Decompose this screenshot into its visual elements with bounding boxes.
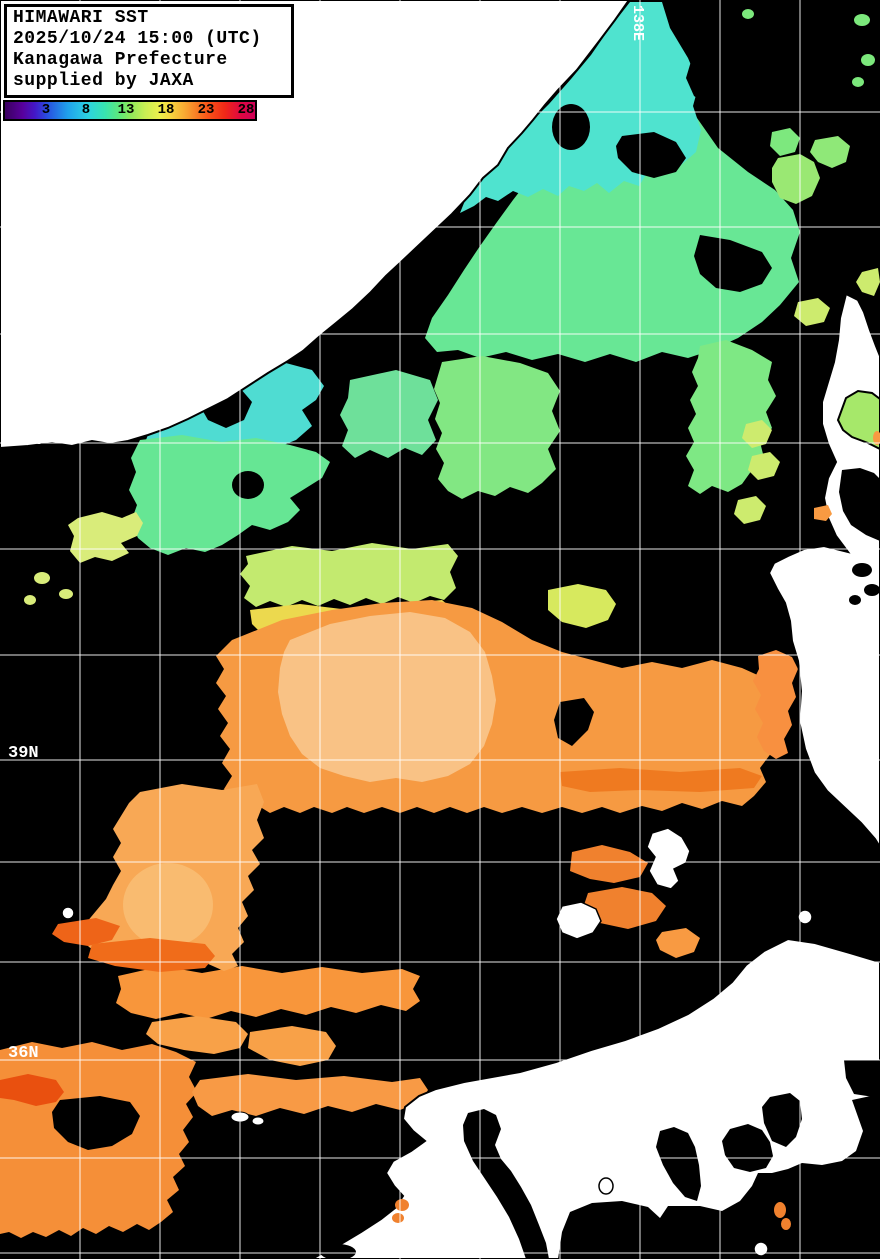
- sst-orange-patch: [582, 887, 666, 929]
- island-dot: [598, 1177, 614, 1195]
- bay-spot: [864, 584, 880, 596]
- longitude-label: 138E: [629, 5, 646, 41]
- sst-mid-strip: [192, 1074, 428, 1116]
- sst-speck: [34, 572, 50, 584]
- sea-hole: [552, 104, 590, 150]
- sst-yellowgreen-west: [68, 512, 143, 563]
- bay-sagami: [722, 1124, 773, 1172]
- colorbar-tick: 13: [117, 102, 135, 118]
- island-dot: [61, 906, 75, 920]
- bay-ise: [463, 1109, 549, 1259]
- map-credit: supplied by JAXA: [13, 71, 194, 91]
- sst-green-north-main: [425, 52, 800, 362]
- colorbar-tick: 3: [41, 102, 51, 118]
- sst-darkorange-band: [560, 768, 762, 792]
- sst-orange-patch: [248, 1026, 336, 1066]
- sea-hole: [616, 132, 686, 178]
- sst-orange-coast: [753, 650, 798, 759]
- sst-yellow-band: [240, 543, 458, 607]
- map-datetime: 2025/10/24 15:00 (UTC): [13, 29, 262, 49]
- sst-orange-patch: [656, 928, 700, 958]
- sst-speck: [24, 595, 36, 605]
- sst-orange-patch: [146, 1016, 248, 1054]
- sst-strait-orange: [814, 505, 832, 521]
- sst-pale-core: [123, 863, 213, 947]
- sst-colorbar: 3 8 13 18 23 28: [3, 100, 257, 121]
- sst-speck: [854, 14, 870, 26]
- sst-green-eddy: [129, 435, 330, 555]
- island-sado: [646, 827, 691, 890]
- bay-spot: [852, 563, 872, 577]
- bay-tokyo: [762, 1093, 802, 1147]
- map-region: Kanagawa Prefecture: [13, 50, 228, 70]
- sst-green-east: [686, 340, 776, 494]
- island-oshima: [753, 1241, 769, 1257]
- colorbar-tick: 8: [81, 102, 91, 118]
- sst-orange-patch: [570, 845, 648, 883]
- sst-speck-orange: [774, 1202, 786, 1218]
- sst-green-ne: [772, 154, 820, 204]
- sea-seto: [320, 1244, 356, 1259]
- sst-speck-orange: [392, 1213, 404, 1223]
- bay-black: [839, 468, 880, 541]
- sst-yellowgreen: [856, 268, 880, 296]
- sst-hot-spot: [0, 1074, 64, 1106]
- sst-yellowgreen: [748, 452, 780, 480]
- sst-green-mid: [340, 370, 438, 458]
- bay-spot: [849, 595, 861, 605]
- bay-suruga: [656, 1127, 701, 1201]
- sst-speck: [861, 54, 875, 66]
- sea-hole: [554, 698, 594, 746]
- sst-green-ne: [810, 136, 850, 168]
- colorbar-tick: 18: [157, 102, 175, 118]
- island-dot: [797, 909, 813, 925]
- land-honshu-south: [309, 937, 880, 1259]
- sst-speck: [59, 589, 73, 599]
- sst-green-ne: [770, 128, 800, 156]
- sst-orange-band-south: [116, 966, 420, 1019]
- bay-green: [836, 389, 880, 451]
- sst-yellowgreen: [742, 420, 772, 448]
- sst-yellow-blob: [548, 584, 616, 628]
- latitude-label: 42N: [11, 431, 42, 450]
- sst-speck-orange: [781, 1218, 791, 1230]
- map-title: HIMAWARI SST: [13, 8, 149, 28]
- sst-hot-streak: [52, 918, 120, 946]
- sea-ne-notch: [844, 1060, 880, 1098]
- sst-speck: [852, 77, 864, 87]
- sea-seto: [168, 1219, 218, 1246]
- sst-deep-ring: [88, 938, 215, 972]
- island-noto: [555, 901, 602, 940]
- colorbar-tick: 23: [197, 102, 215, 118]
- sst-yellowgreen: [794, 298, 830, 326]
- sea-hole: [52, 1096, 140, 1150]
- sst-green-column: [434, 356, 560, 499]
- latitude-label: 39N: [8, 744, 39, 763]
- sst-speck-orange: [395, 1199, 409, 1211]
- latitude-label: 36N: [8, 1044, 39, 1063]
- sst-yellowgreen: [734, 496, 766, 524]
- sea-hole: [232, 471, 264, 499]
- sst-speck: [742, 9, 754, 19]
- sea-hole: [686, 58, 770, 112]
- sea-hole: [694, 235, 772, 292]
- colorbar-tick: 28: [237, 102, 255, 118]
- sst-peach-core: [278, 612, 496, 782]
- island-oki: [251, 1116, 265, 1126]
- title-box: HIMAWARI SST 2025/10/24 15:00 (UTC) Kana…: [4, 4, 294, 98]
- sst-speck-orange: [873, 431, 880, 445]
